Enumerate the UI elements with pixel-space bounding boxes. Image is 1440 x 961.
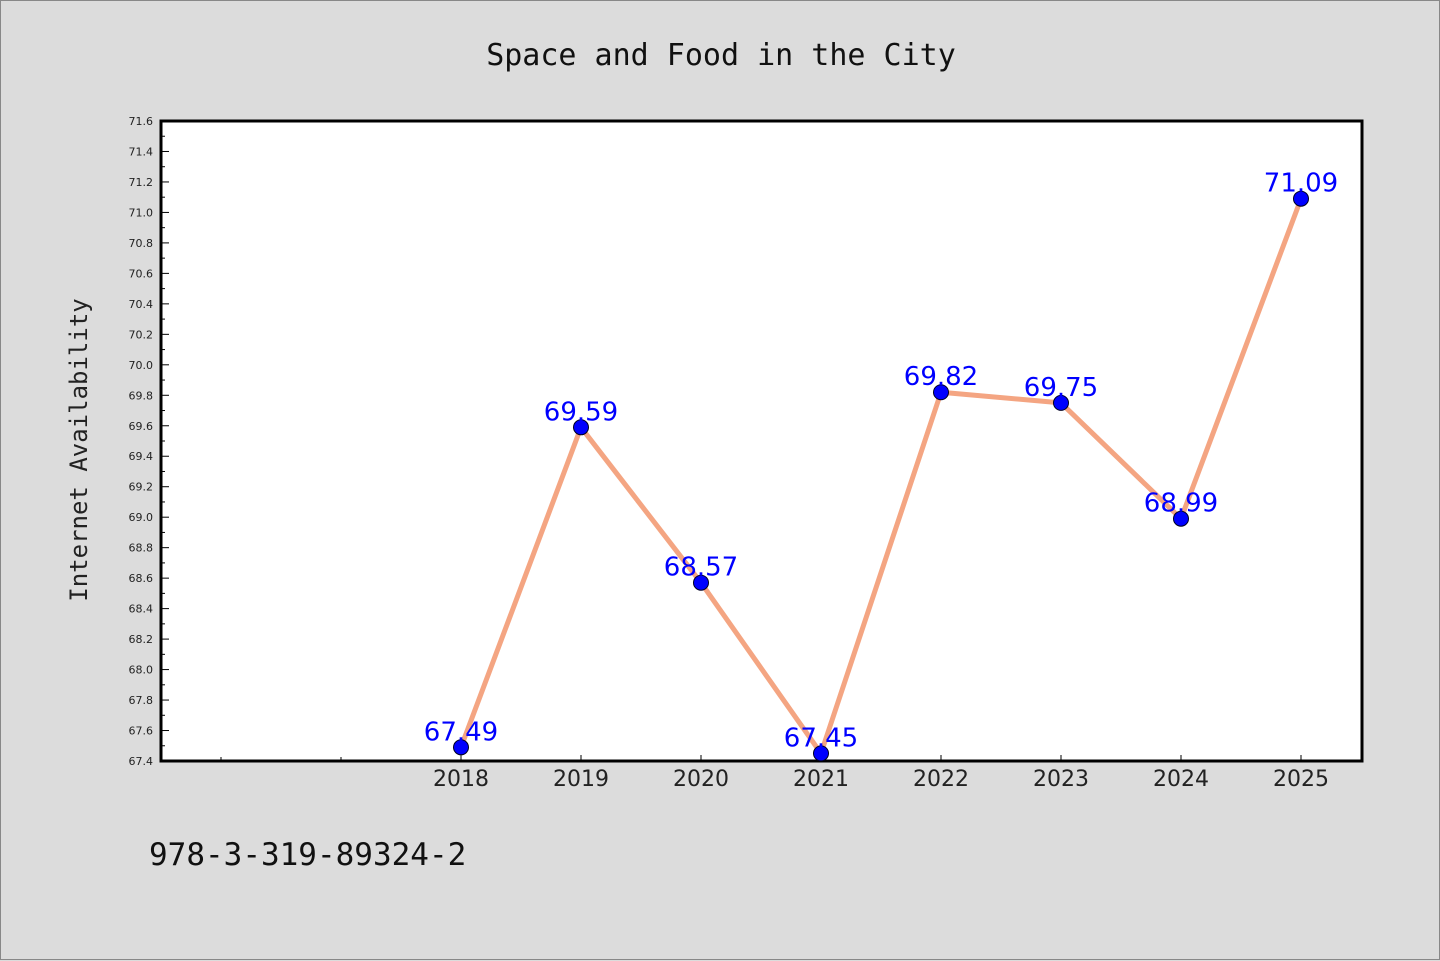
y-tick-label: 69.6 xyxy=(129,420,154,433)
y-tick-label: 71.2 xyxy=(129,176,154,189)
y-tick-label: 70.2 xyxy=(129,328,154,341)
y-tick-label: 69.4 xyxy=(129,450,154,463)
data-point-marker xyxy=(573,419,589,436)
y-tick-label: 69.2 xyxy=(129,481,154,494)
isbn-footer: 978-3-319-89324-2 xyxy=(149,837,466,873)
x-tick-label: 2018 xyxy=(433,767,489,792)
y-tick-label: 70.0 xyxy=(129,359,154,372)
data-point-marker xyxy=(933,384,949,401)
x-tick-label: 2022 xyxy=(913,767,969,792)
y-tick-label: 71.0 xyxy=(129,206,154,219)
data-label: 68.99 xyxy=(1144,489,1218,519)
x-tick-label: 2023 xyxy=(1033,767,1089,792)
data-label: 69.75 xyxy=(1024,373,1098,403)
chart-title: Space and Food in the City xyxy=(486,38,956,73)
data-label: 67.49 xyxy=(424,717,498,747)
y-tick-label: 69.0 xyxy=(129,511,154,524)
plot-area xyxy=(159,119,1364,763)
x-tick-label: 2020 xyxy=(673,767,729,792)
y-tick-label: 71.6 xyxy=(129,115,154,128)
data-label: 69.82 xyxy=(904,362,978,392)
y-tick-label: 69.8 xyxy=(129,389,154,402)
data-point-marker xyxy=(1293,190,1309,207)
data-labels-layer: 67.49 69.59 68.57 67.45 69.82 69.75 68.99 71.09 xyxy=(424,169,1338,754)
y-tick-label: 68.2 xyxy=(129,633,154,646)
data-point-marker xyxy=(813,745,829,762)
x-axis-ticks: 2018 2019 2020 2021 2022 2023 2024 2025 xyxy=(220,755,1329,792)
data-point-marker xyxy=(1173,510,1189,527)
series-line xyxy=(458,197,1304,756)
data-label: 67.45 xyxy=(784,723,858,753)
data-point-marker xyxy=(1053,394,1069,411)
y-tick-label: 67.4 xyxy=(129,755,154,768)
y-tick-label: 68.0 xyxy=(129,664,154,677)
series-layer xyxy=(453,190,1309,762)
data-label: 71.09 xyxy=(1264,169,1338,199)
data-point-marker xyxy=(693,574,709,591)
data-point-marker xyxy=(453,739,469,756)
y-axis-label: Internet Availability xyxy=(65,298,93,601)
x-tick-label: 2019 xyxy=(553,767,609,792)
x-tick-label: 2021 xyxy=(793,767,849,792)
y-tick-label: 70.4 xyxy=(129,298,154,311)
y-tick-label: 68.4 xyxy=(129,603,154,616)
y-tick-label: 71.4 xyxy=(129,145,154,158)
data-label: 69.59 xyxy=(544,397,618,427)
y-tick-label: 67.6 xyxy=(129,725,154,738)
y-tick-label: 70.8 xyxy=(129,237,154,250)
y-tick-label: 70.6 xyxy=(129,267,154,280)
x-tick-label: 2024 xyxy=(1153,767,1209,792)
y-tick-label: 68.6 xyxy=(129,572,154,585)
y-tick-label: 68.8 xyxy=(129,542,154,555)
x-tick-label: 2025 xyxy=(1273,767,1329,792)
data-label: 68.57 xyxy=(664,553,738,583)
y-axis-ticks: 67.4 67.6 67.8 68.0 68.2 68.4 68.6 68.8 69.0 69.2… xyxy=(129,115,169,768)
y-tick-label: 67.8 xyxy=(129,694,154,707)
